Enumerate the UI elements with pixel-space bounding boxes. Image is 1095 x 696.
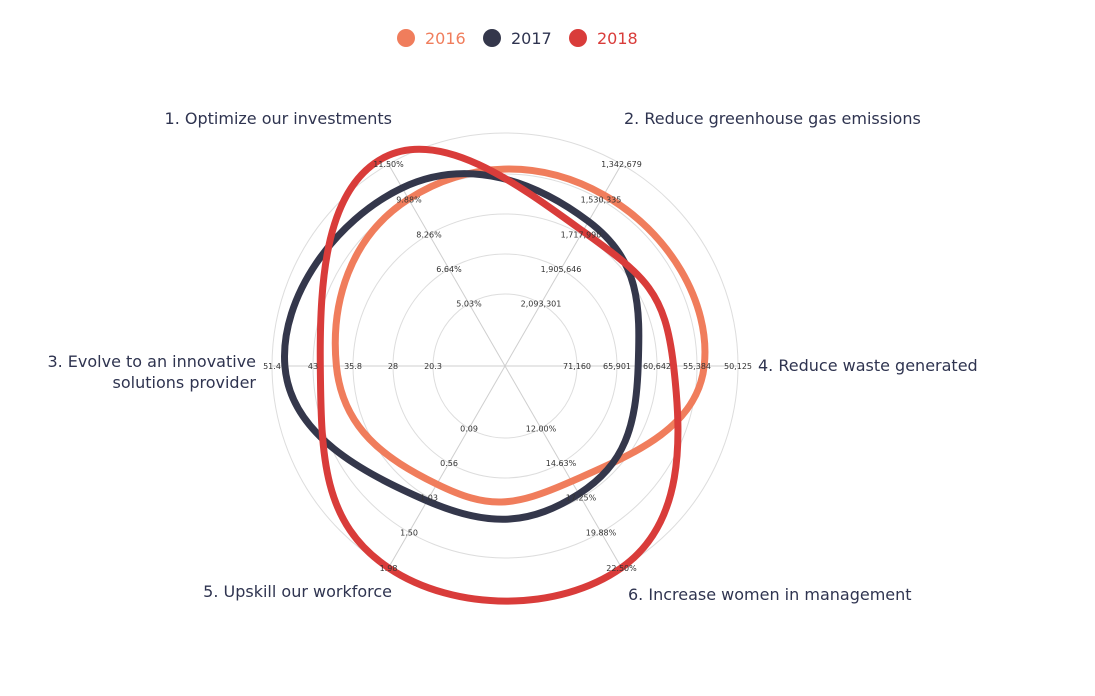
legend-marker	[397, 29, 415, 47]
axis-spoke	[504, 365, 622, 569]
tick-label: 1,717,990	[561, 230, 602, 239]
tick-label: 1.03	[420, 494, 438, 503]
tick-label: 8.26%	[416, 230, 442, 239]
series-group	[281, 145, 709, 605]
legend-label: 2016	[425, 29, 466, 48]
axis-title: 1. Optimize our investments	[165, 109, 392, 128]
tick-label: 2,093,301	[521, 300, 562, 309]
tick-label: 11.50%	[373, 160, 404, 169]
tick-label: 1,905,646	[541, 265, 582, 274]
axis-title: 4. Reduce waste generated	[758, 356, 978, 375]
tick-label: 1,342,679	[601, 160, 642, 169]
tick-label: 51.4	[263, 362, 281, 371]
tick-label: 5.03%	[456, 300, 482, 309]
axis-title: 2. Reduce greenhouse gas emissions	[624, 109, 921, 128]
tick-label: 1,530,335	[581, 196, 622, 205]
tick-label: 35.8	[344, 362, 362, 371]
axis-titles: 1. Optimize our investments 2. Reduce gre…	[47, 109, 977, 604]
series-line-2018[interactable]	[316, 145, 682, 605]
tick-label: 71,160	[563, 362, 591, 371]
legend-item-2017[interactable]: 2017	[483, 29, 552, 48]
tick-label: 20.3	[424, 362, 442, 371]
tick-label: 28	[388, 362, 398, 371]
series-line-2016[interactable]	[331, 165, 709, 506]
tick-label: 1.50	[400, 528, 418, 537]
axis-spoke	[388, 365, 506, 569]
tick-label: 43	[308, 362, 318, 371]
tick-label: 9.88%	[396, 196, 422, 205]
axis-title: 6. Increase women in management	[628, 585, 912, 604]
series-line-2017[interactable]	[281, 170, 643, 523]
legend-item-2018[interactable]: 2018	[569, 29, 638, 48]
tick-label: 12.00%	[526, 424, 557, 433]
tick-label: 17.25%	[566, 494, 597, 503]
legend-marker	[483, 29, 501, 47]
tick-label: 55,384	[683, 362, 711, 371]
axis-title: 3. Evolve to an innovative	[47, 352, 256, 371]
tick-label: 60,642	[643, 362, 671, 371]
axis-title: solutions provider	[113, 373, 257, 392]
tick-label: 50,125	[724, 362, 752, 371]
tick-label: 1.98	[380, 564, 398, 573]
tick-label: 22.50%	[606, 564, 637, 573]
tick-label: 0.56	[440, 459, 458, 468]
tick-label: 14.63%	[546, 459, 577, 468]
tick-labels: 5.03% 6.64% 8.26% 9.88% 11.50% 2,093,301 1,905…	[263, 160, 752, 573]
tick-label: 6.64%	[436, 265, 462, 274]
tick-label: 19.88%	[586, 528, 617, 537]
radar-grid	[271, 132, 739, 600]
axis-title: 5. Upskill our workforce	[203, 582, 392, 601]
tick-label: 0.09	[460, 424, 478, 433]
legend-label: 2017	[511, 29, 552, 48]
tick-label: 65,901	[603, 362, 631, 371]
legend: 2016 2017 2018	[397, 29, 638, 48]
legend-label: 2018	[597, 29, 638, 48]
legend-marker	[569, 29, 587, 47]
legend-item-2016[interactable]: 2016	[397, 29, 466, 48]
